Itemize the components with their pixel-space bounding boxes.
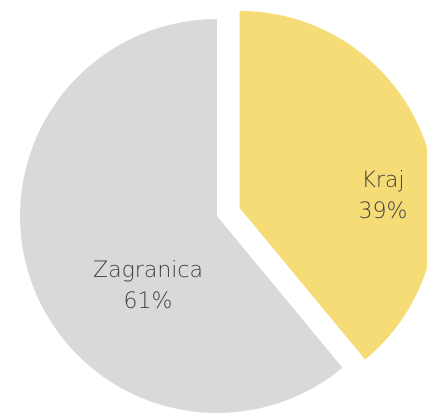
pie-slice [239, 10, 427, 360]
slice-value-label: 61% [124, 289, 173, 314]
slice-label: Zagranica [93, 258, 203, 283]
slice-value-label: 39% [359, 199, 408, 224]
pie-slice [20, 19, 343, 413]
slice-label: Kraj [361, 168, 404, 193]
